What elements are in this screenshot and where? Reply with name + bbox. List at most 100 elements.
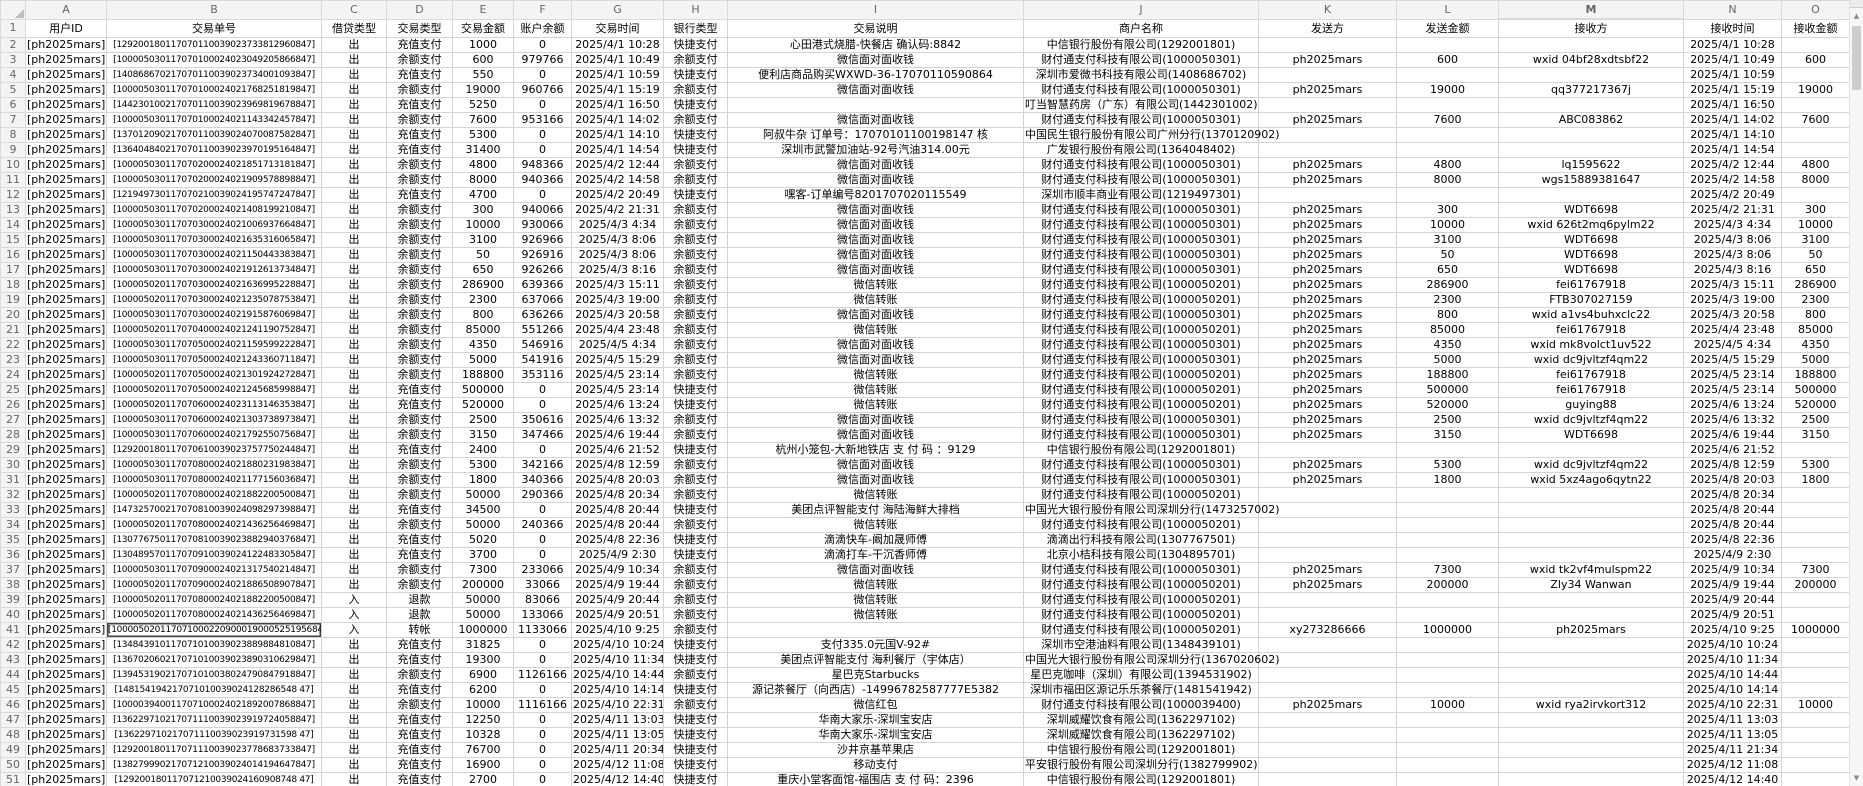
cell-N51[interactable]: 2025/4/12 14:40 — [1683, 772, 1782, 786]
row-header-35[interactable]: 35 — [0, 532, 26, 548]
cell-B42[interactable]: [134843910117071010039023889884810847] — [106, 637, 322, 653]
cell-M48[interactable] — [1498, 727, 1684, 743]
cell-C3[interactable]: 出 — [321, 52, 387, 68]
cell-N12[interactable]: 2025/4/2 20:49 — [1683, 187, 1782, 203]
cell-K32[interactable] — [1258, 487, 1397, 503]
cell-O20[interactable]: 800 — [1781, 307, 1850, 323]
cell-O3[interactable]: 600 — [1781, 52, 1850, 68]
cell-K28[interactable]: ph2025mars — [1258, 427, 1397, 443]
cell-O12[interactable] — [1781, 187, 1850, 203]
cell-A11[interactable]: [ph2025mars] — [25, 172, 107, 188]
cell-F39[interactable]: 83066 — [513, 592, 572, 608]
cell-A12[interactable]: [ph2025mars] — [25, 187, 107, 203]
row-header-9[interactable]: 9 — [0, 142, 26, 158]
cell-O48[interactable] — [1781, 727, 1850, 743]
cell-C25[interactable]: 出 — [321, 382, 387, 398]
cell-A51[interactable]: [ph2025mars] — [25, 772, 107, 786]
cell-H26[interactable]: 快捷支付 — [663, 397, 728, 413]
cell-H50[interactable]: 快捷支付 — [663, 757, 728, 773]
cell-F2[interactable]: 0 — [513, 37, 572, 53]
cell-E36[interactable]: 3700 — [452, 547, 514, 563]
cell-O19[interactable]: 2300 — [1781, 292, 1850, 308]
cell-L8[interactable] — [1396, 127, 1499, 143]
cell-N27[interactable]: 2025/4/6 13:32 — [1683, 412, 1782, 428]
cell-E10[interactable]: 4800 — [452, 157, 514, 173]
cell-I51[interactable]: 重庆小堂客面馆-福围店 支 付 码：2396 — [727, 772, 1024, 786]
row-header-10[interactable]: 10 — [0, 157, 26, 173]
cell-K3[interactable]: ph2025mars — [1258, 52, 1397, 68]
cell-M36[interactable] — [1498, 547, 1684, 563]
cell-A9[interactable]: [ph2025mars] — [25, 142, 107, 158]
cell-J19[interactable]: 财付通支付科技有限公司(1000050201) — [1023, 292, 1259, 308]
cell-E5[interactable]: 19000 — [452, 82, 514, 98]
cell-E31[interactable]: 1800 — [452, 472, 514, 488]
cell-B18[interactable]: [100005020117070300024021636995228847] — [106, 277, 322, 293]
cell-E11[interactable]: 8000 — [452, 172, 514, 188]
cell-N24[interactable]: 2025/4/5 23:14 — [1683, 367, 1782, 383]
cell-M2[interactable] — [1498, 37, 1684, 53]
cell-B47[interactable]: [136229710217071110039023919724058847] — [106, 712, 322, 728]
cell-N22[interactable]: 2025/4/5 4:34 — [1683, 337, 1782, 353]
cell-J49[interactable]: 中信银行股份有限公司(1292001801) — [1023, 742, 1259, 758]
cell-I40[interactable]: 微信转账 — [727, 607, 1024, 623]
header-cell-G1[interactable]: 交易时间 — [571, 18, 664, 38]
cell-J30[interactable]: 财付通支付科技有限公司(1000050301) — [1023, 457, 1259, 473]
cell-B49[interactable]: [129200180117071110039023778683733847] — [106, 742, 322, 758]
cell-F40[interactable]: 133066 — [513, 607, 572, 623]
cell-A38[interactable]: [ph2025mars] — [25, 577, 107, 593]
cell-D19[interactable]: 余额支付 — [386, 292, 453, 308]
cell-D9[interactable]: 充值支付 — [386, 142, 453, 158]
cell-G7[interactable]: 2025/4/1 14:02 — [571, 112, 664, 128]
cell-C21[interactable]: 出 — [321, 322, 387, 338]
cell-E37[interactable]: 7300 — [452, 562, 514, 578]
cell-O38[interactable]: 200000 — [1781, 577, 1850, 593]
cell-O43[interactable] — [1781, 652, 1850, 668]
cell-F32[interactable]: 290366 — [513, 487, 572, 503]
cell-O37[interactable]: 7300 — [1781, 562, 1850, 578]
cell-N40[interactable]: 2025/4/9 20:51 — [1683, 607, 1782, 623]
cell-D2[interactable]: 充值支付 — [386, 37, 453, 53]
cell-F50[interactable]: 0 — [513, 757, 572, 773]
cell-H21[interactable]: 余额支付 — [663, 322, 728, 338]
cell-M28[interactable]: WDT6698 — [1498, 427, 1684, 443]
cell-H16[interactable]: 余额支付 — [663, 247, 728, 263]
cell-E7[interactable]: 7600 — [452, 112, 514, 128]
cell-I36[interactable]: 滴滴打车-干沉香师傅 — [727, 547, 1024, 563]
cell-K46[interactable]: ph2025mars — [1258, 697, 1397, 713]
cell-H3[interactable]: 余额支付 — [663, 52, 728, 68]
cell-H4[interactable]: 快捷支付 — [663, 67, 728, 83]
cell-E41[interactable]: 1000000 — [452, 622, 514, 638]
cell-G42[interactable]: 2025/4/10 10:24 — [571, 637, 664, 653]
cell-I19[interactable]: 微信转账 — [727, 292, 1024, 308]
cell-D51[interactable]: 充值支付 — [386, 772, 453, 786]
cell-K20[interactable]: ph2025mars — [1258, 307, 1397, 323]
cell-E26[interactable]: 520000 — [452, 397, 514, 413]
cell-B10[interactable]: [100005030117070200024021851713181847] — [106, 157, 322, 173]
cell-G33[interactable]: 2025/4/8 20:44 — [571, 502, 664, 518]
cell-F34[interactable]: 240366 — [513, 517, 572, 533]
cell-O40[interactable] — [1781, 607, 1850, 623]
cell-H25[interactable]: 快捷支付 — [663, 382, 728, 398]
cell-D13[interactable]: 余额支付 — [386, 202, 453, 218]
cell-H45[interactable]: 快捷支付 — [663, 682, 728, 698]
row-header-40[interactable]: 40 — [0, 607, 26, 623]
cell-N39[interactable]: 2025/4/9 20:44 — [1683, 592, 1782, 608]
cell-K2[interactable] — [1258, 37, 1397, 53]
cell-K18[interactable]: ph2025mars — [1258, 277, 1397, 293]
cell-I18[interactable]: 微信转账 — [727, 277, 1024, 293]
cell-F47[interactable]: 0 — [513, 712, 572, 728]
header-cell-M1[interactable]: 接收方 — [1498, 18, 1684, 38]
cell-L48[interactable] — [1396, 727, 1499, 743]
cell-E47[interactable]: 12250 — [452, 712, 514, 728]
cell-G4[interactable]: 2025/4/1 10:59 — [571, 67, 664, 83]
cell-G47[interactable]: 2025/4/11 13:03 — [571, 712, 664, 728]
cell-M40[interactable] — [1498, 607, 1684, 623]
cell-G46[interactable]: 2025/4/10 22:31 — [571, 697, 664, 713]
cell-C49[interactable]: 出 — [321, 742, 387, 758]
cell-K21[interactable]: ph2025mars — [1258, 322, 1397, 338]
cell-D15[interactable]: 余额支付 — [386, 232, 453, 248]
cell-D16[interactable]: 余额支付 — [386, 247, 453, 263]
row-header-46[interactable]: 46 — [0, 697, 26, 713]
cell-I49[interactable]: 沙井京基苹果店 — [727, 742, 1024, 758]
cell-C6[interactable]: 出 — [321, 97, 387, 113]
